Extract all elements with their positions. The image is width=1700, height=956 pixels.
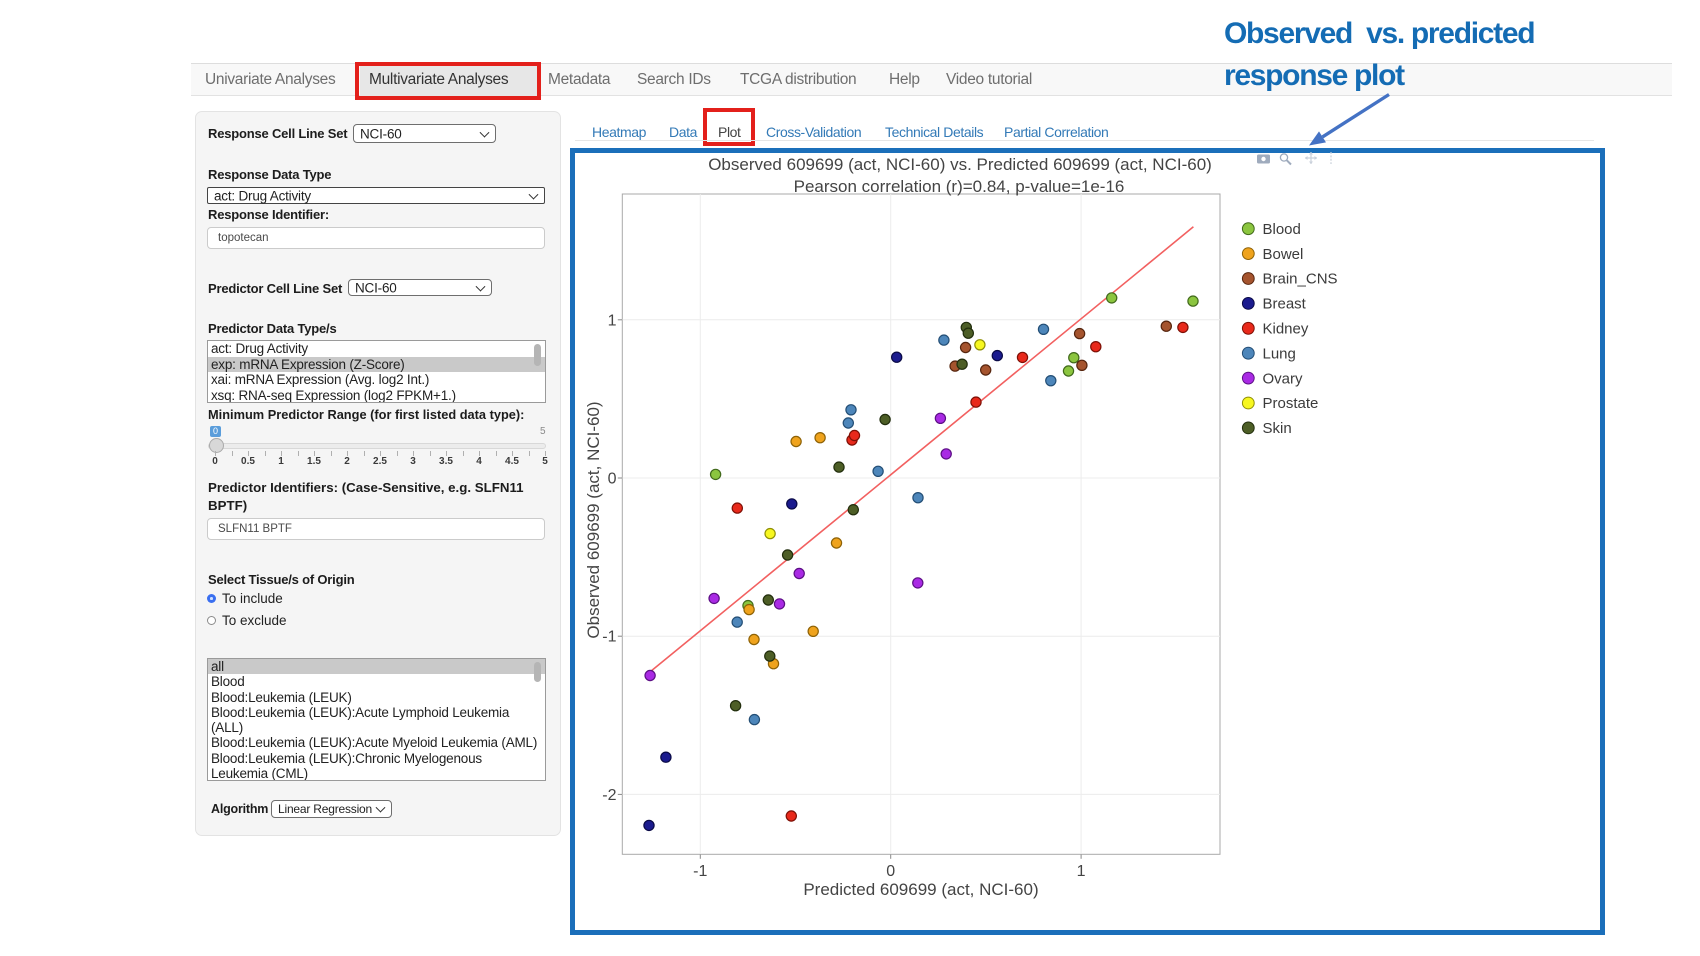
svg-text:Lung: Lung [1263, 345, 1296, 362]
svg-text:Bowel: Bowel [1263, 246, 1304, 263]
svg-text:1: 1 [608, 312, 617, 329]
svg-text:Observed 609699 (act, NCI-60): Observed 609699 (act, NCI-60) [584, 401, 603, 638]
svg-text:0: 0 [886, 863, 895, 880]
svg-text:Prostate: Prostate [1263, 395, 1319, 412]
svg-text:Predicted 609699 (act, NCI-60): Predicted 609699 (act, NCI-60) [803, 880, 1038, 899]
svg-text:Skin: Skin [1263, 420, 1292, 437]
svg-text:Kidney: Kidney [1263, 321, 1309, 338]
svg-text:Pearson correlation (r)=0.84,: Pearson correlation (r)=0.84, p-value=1e… [794, 177, 1125, 196]
svg-text:Brain_CNS: Brain_CNS [1263, 271, 1338, 288]
svg-text:-2: -2 [602, 787, 616, 804]
svg-text:Blood: Blood [1263, 221, 1301, 238]
svg-text:-1: -1 [693, 863, 707, 880]
svg-text:Observed 609699 (act, NCI-60): Observed 609699 (act, NCI-60) vs. Predic… [708, 155, 1212, 174]
svg-text:Ovary: Ovary [1263, 370, 1304, 387]
svg-text:Breast: Breast [1263, 296, 1307, 313]
svg-text:1: 1 [1077, 863, 1086, 880]
svg-text:-1: -1 [602, 629, 616, 646]
svg-text:0: 0 [608, 471, 617, 488]
